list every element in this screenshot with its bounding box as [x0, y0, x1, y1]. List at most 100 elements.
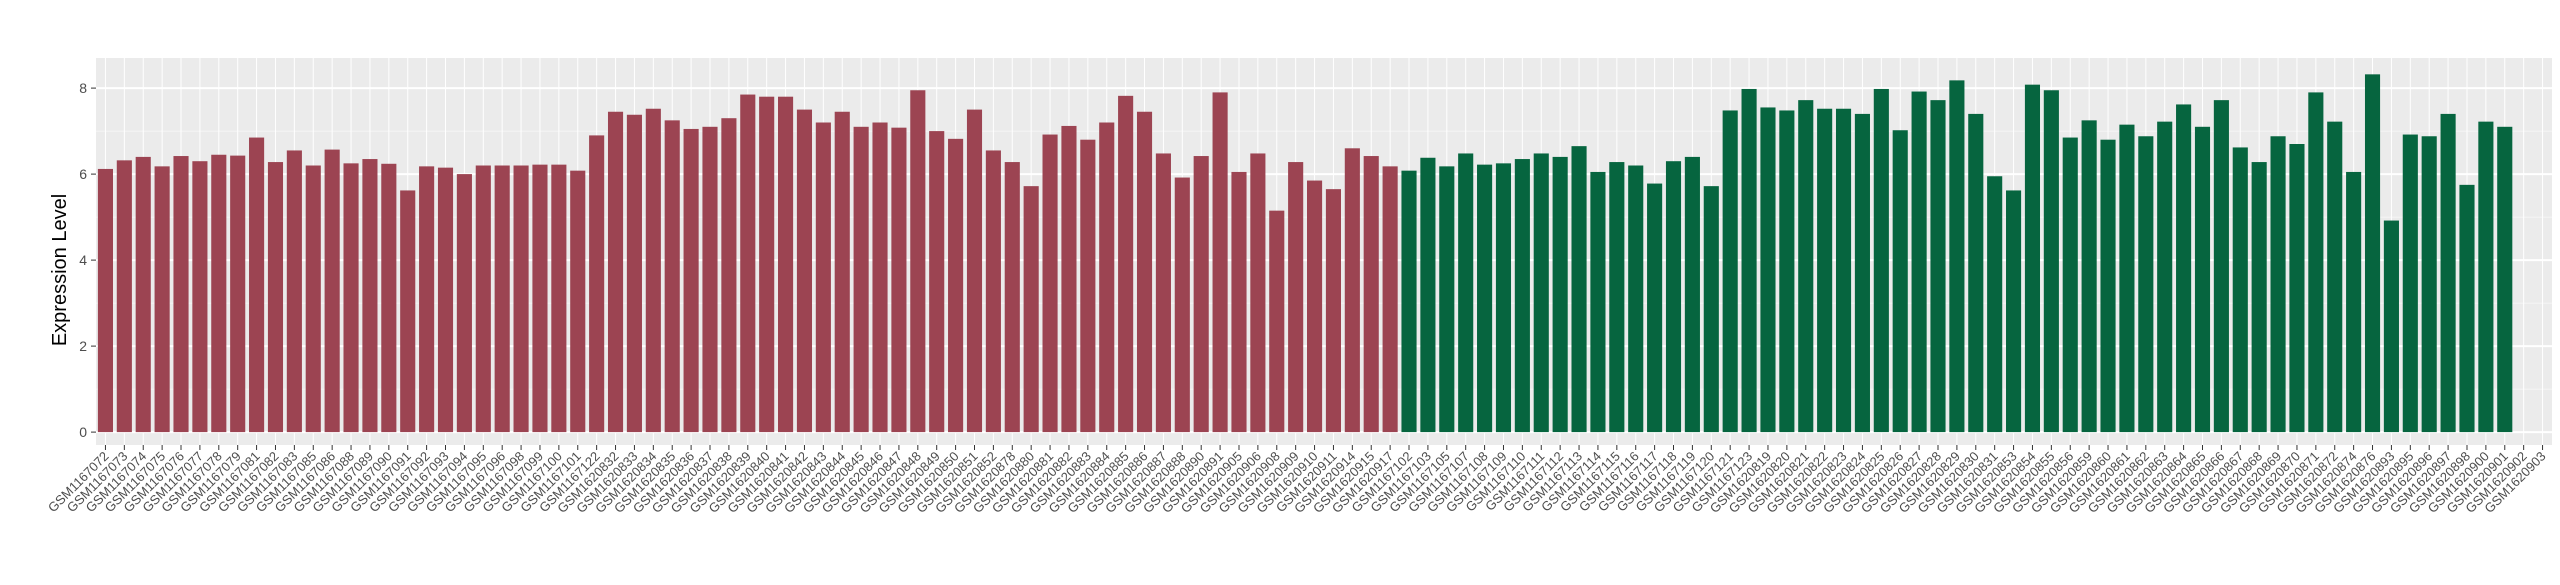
bar [2497, 126, 2513, 433]
bar [192, 161, 208, 433]
bar [324, 149, 340, 433]
bar [796, 109, 813, 433]
bar [173, 156, 189, 433]
bar [286, 150, 302, 433]
bar [116, 160, 132, 433]
bar [1099, 122, 1115, 433]
bar [1571, 146, 1587, 433]
bar [1987, 176, 2003, 433]
bar [570, 170, 586, 433]
bar [551, 164, 567, 433]
bar [1118, 95, 1134, 433]
bar [607, 111, 624, 433]
bar [1760, 107, 1776, 433]
bar [1325, 189, 1341, 433]
bar [154, 166, 170, 433]
bar [966, 109, 983, 433]
bar [683, 128, 699, 433]
bar [1004, 162, 1020, 433]
y-axis-label: Expression Level [49, 194, 71, 346]
bar [1514, 159, 1530, 433]
bar [2194, 126, 2211, 433]
bar [1817, 108, 1833, 433]
bar [1363, 156, 1379, 433]
bar [872, 122, 888, 433]
bar [2364, 74, 2381, 433]
bar [456, 174, 472, 433]
bar [2478, 121, 2494, 433]
bar [1552, 156, 1568, 433]
bar [985, 150, 1001, 433]
y-tick-label: 6 [79, 166, 87, 182]
bar [2346, 171, 2362, 433]
bar [1949, 80, 1965, 433]
bar [343, 163, 359, 433]
bar [2402, 134, 2418, 433]
bar [1741, 88, 1757, 433]
bar [2289, 144, 2305, 433]
bar [249, 137, 265, 433]
bar [2100, 139, 2116, 433]
bar [2157, 121, 2173, 433]
bar [97, 168, 113, 433]
bar [305, 165, 321, 433]
bar [1023, 186, 1039, 433]
bar [381, 163, 397, 433]
bar [1854, 113, 1870, 433]
bar [1647, 183, 1663, 433]
bar [2232, 147, 2248, 433]
bar [1684, 156, 1700, 433]
bar [1401, 170, 1417, 433]
bar [2308, 92, 2324, 433]
bar [2081, 120, 2097, 433]
bar [2459, 184, 2475, 433]
bars [97, 74, 2513, 433]
bar [645, 108, 661, 433]
bar [1269, 210, 1285, 433]
bar [2440, 113, 2456, 433]
bar [702, 126, 718, 433]
bar [2024, 84, 2041, 433]
bar [1231, 171, 1247, 433]
bar [1477, 164, 1493, 433]
bar [626, 114, 642, 433]
bar [2421, 136, 2437, 433]
bar [1590, 171, 1606, 433]
bar [891, 127, 907, 433]
bar [1250, 153, 1266, 433]
bar [2270, 136, 2286, 433]
bar [2043, 90, 2059, 433]
bar [1042, 134, 1058, 433]
bar [513, 165, 529, 433]
bar [1155, 153, 1171, 433]
bar [2176, 104, 2192, 433]
bar [778, 96, 794, 433]
bar [1911, 91, 1927, 433]
bar [759, 96, 775, 433]
bar [2383, 220, 2399, 433]
bar [1722, 110, 1738, 433]
bar [2138, 136, 2154, 433]
bar [2213, 100, 2229, 433]
bar [1873, 88, 1889, 433]
bar [532, 164, 548, 433]
y-tick-label: 2 [79, 338, 87, 354]
bar [834, 111, 850, 433]
bar [1439, 166, 1455, 433]
bar [1703, 186, 1719, 433]
y-tick-label: 0 [79, 424, 87, 440]
bar [135, 156, 151, 433]
bar [1307, 180, 1323, 433]
bar [2119, 124, 2135, 433]
x-axis: GSM1167072GSM1167073GSM1167074GSM1167075… [45, 445, 2549, 516]
bar [400, 190, 416, 433]
bar [2062, 137, 2078, 433]
bar [1136, 111, 1153, 433]
bar [1288, 162, 1304, 433]
y-tick-label: 4 [79, 252, 87, 268]
bar [437, 167, 454, 433]
bar [1193, 156, 1209, 433]
bar [1835, 108, 1852, 433]
bar [1061, 125, 1077, 433]
